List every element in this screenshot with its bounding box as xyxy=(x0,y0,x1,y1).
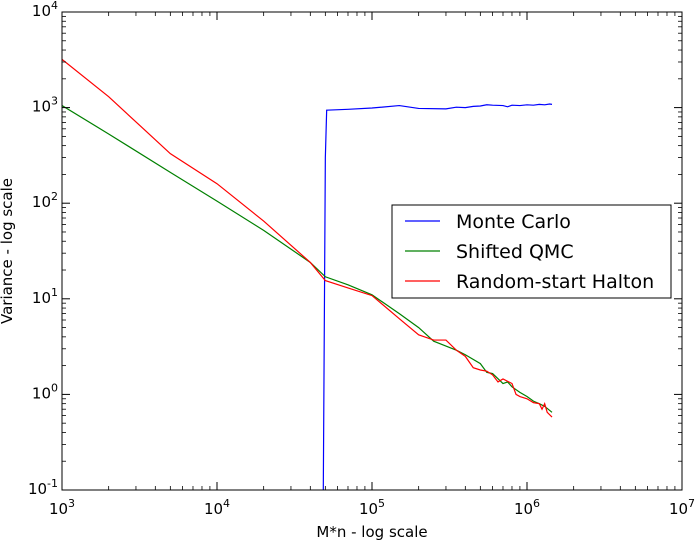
legend-label-random-start-halton: Random-start Halton xyxy=(456,271,654,293)
y-tick-label: 10-1 xyxy=(28,477,58,498)
x-tick-label: 104 xyxy=(204,497,230,518)
y-tick-label: 100 xyxy=(32,381,58,402)
legend-label-monte-carlo: Monte Carlo xyxy=(456,211,571,233)
x-tick-label: 106 xyxy=(514,497,540,518)
x-axis-label: M*n - log scale xyxy=(316,523,427,541)
y-tick-label: 102 xyxy=(32,190,58,211)
x-tick-label: 103 xyxy=(49,497,75,518)
y-tick-label: 101 xyxy=(32,286,58,307)
legend-label-shifted-qmc: Shifted QMC xyxy=(456,241,574,263)
series-line-monte-carlo xyxy=(322,103,553,490)
ticks-layer xyxy=(61,11,683,491)
y-tick-label: 103 xyxy=(32,95,58,116)
series-line-random-start-halton xyxy=(62,58,553,418)
x-tick-label: 105 xyxy=(359,497,385,518)
tick-labels-layer: 103 104 105 106 107 10-1 100 101 102 103 104 xyxy=(28,0,695,518)
series-layer xyxy=(62,58,553,490)
y-axis-label: Variance - log scale xyxy=(0,178,16,324)
legend: Monte Carlo Shifted QMC Random-start Halto… xyxy=(391,204,672,299)
x-tick-label: 107 xyxy=(669,497,695,518)
y-tick-label: 104 xyxy=(32,0,58,20)
